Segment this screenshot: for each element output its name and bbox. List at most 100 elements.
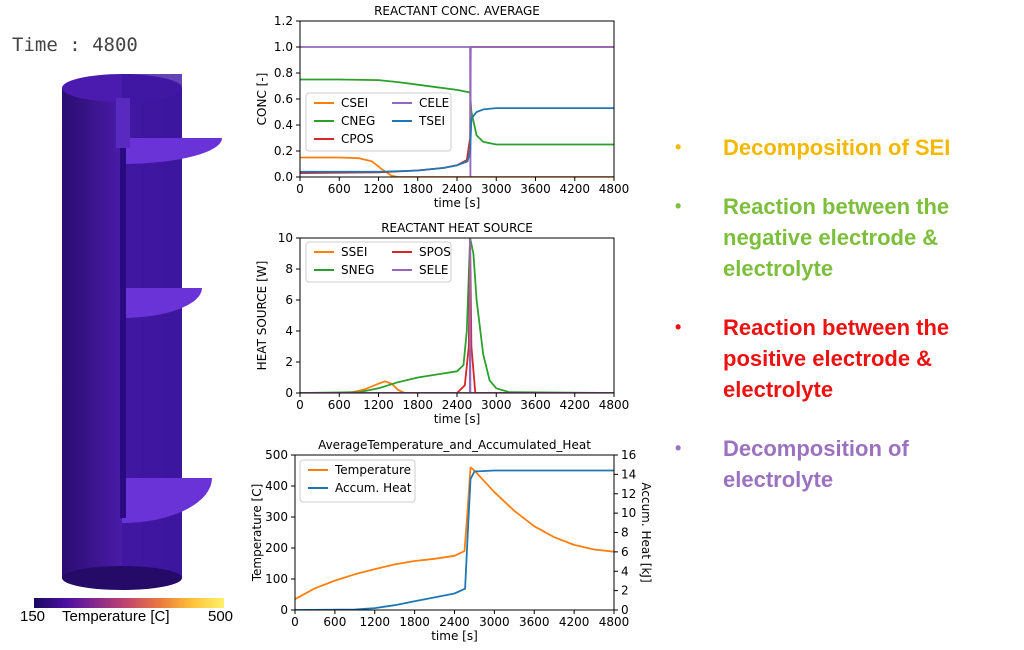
x-tick-label: 2400 <box>442 182 473 196</box>
x-tick-label: 4800 <box>599 615 630 629</box>
plot-frame <box>299 20 615 178</box>
legend-label: SSEI <box>341 245 367 259</box>
legend-label: CELE <box>419 96 449 110</box>
x-tick-label: 3000 <box>481 398 512 412</box>
series-line-accum-heat <box>295 469 614 610</box>
x-tick-label: 4200 <box>559 398 590 412</box>
y-right-tick-label: 6 <box>621 545 629 559</box>
x-tick-label: 1800 <box>399 615 430 629</box>
series-line-cele <box>300 46 614 177</box>
plot-frame <box>294 454 615 611</box>
x-tick-label: 4200 <box>559 615 590 629</box>
y-tick-label: 0.4 <box>274 118 293 132</box>
bullet-pos: • Reaction between the positive electrode… <box>675 312 1015 405</box>
series-line-sneg <box>300 238 614 393</box>
y-tick-label: 400 <box>265 479 288 493</box>
series-line-temperature <box>295 466 614 600</box>
x-tick-label: 1200 <box>363 182 394 196</box>
y-tick-label: 300 <box>265 510 288 524</box>
time-label: Time : 4800 <box>12 34 138 56</box>
y-tick-label: 0 <box>280 603 288 617</box>
y-tick-label: 0 <box>285 386 293 400</box>
y-tick-label: 10 <box>278 231 293 245</box>
y-tick-label: 8 <box>285 262 293 276</box>
series-line-cneg <box>300 78 614 146</box>
x-tick-label: 0 <box>291 615 299 629</box>
chart-title: REACTANT HEAT SOURCE <box>381 221 533 235</box>
conc-average-chart: REACTANT CONC. AVERAGE 0 600 1200 1800 2400 30… <box>255 4 629 210</box>
fin-middle <box>122 288 202 318</box>
colorbar-title: Temperature [C] <box>62 608 170 625</box>
y-tick-label: 0.0 <box>274 170 293 184</box>
legend-label: SPOS <box>419 245 451 259</box>
bullet-neg: • Reaction between the negative electrode… <box>675 191 1015 284</box>
y-tick-label: 1.2 <box>274 14 293 28</box>
y-tick-label: 6 <box>285 293 293 307</box>
y-right-tick-label: 8 <box>621 526 629 540</box>
bullet-list: • Decomposition of SEI • Reaction between … <box>675 132 1015 523</box>
colorbar: 150 Temperature [C] 500 <box>12 596 244 636</box>
legend-label: SELE <box>419 263 448 277</box>
series-line-tsei <box>300 107 614 173</box>
bullet-dot: • <box>675 438 682 458</box>
y-right-tick-label: 10 <box>621 506 636 520</box>
y-axis-label: CONC [-] <box>255 73 269 126</box>
temp-accum-chart: AverageTemperature_and_Accumulated_Heat 0… <box>250 438 653 643</box>
x-tick-label: 3000 <box>479 615 510 629</box>
x-axis-label: time [s] <box>434 412 481 426</box>
x-tick-label: 3600 <box>519 615 550 629</box>
heat-source-chart: REACTANT HEAT SOURCE 0 600 1200 1800 2400 3000… <box>255 221 629 426</box>
y-tick-label: 0.8 <box>274 66 293 80</box>
bullet-dot: • <box>675 196 682 216</box>
y-tick-label: 0.6 <box>274 92 293 106</box>
bullet-dot: • <box>675 137 682 157</box>
x-tick-label: 3600 <box>520 182 551 196</box>
y-right-axis-label: Accum. Heat [kJ] <box>639 482 653 582</box>
legend-label: Temperature <box>334 463 411 477</box>
x-tick-label: 2400 <box>442 398 473 412</box>
chart-title: REACTANT CONC. AVERAGE <box>374 4 540 18</box>
y-tick-label: 200 <box>265 541 288 555</box>
y-right-tick-label: 4 <box>621 564 629 578</box>
y-right-tick-label: 14 <box>621 467 636 481</box>
cut-face <box>122 74 182 578</box>
x-tick-label: 1200 <box>363 398 394 412</box>
legend-label: CPOS <box>341 132 374 146</box>
x-tick-label: 600 <box>328 182 351 196</box>
x-tick-label: 0 <box>296 182 304 196</box>
x-axis-label: time [s] <box>431 629 478 643</box>
series-line-ssei <box>300 380 614 393</box>
y-right-tick-label: 12 <box>621 487 636 501</box>
fin-top <box>122 138 222 164</box>
cylinder-temperature-render <box>62 74 222 590</box>
legend-label: Accum. Heat <box>335 481 412 495</box>
x-tick-label: 600 <box>328 398 351 412</box>
x-tick-label: 1200 <box>359 615 390 629</box>
fin-bottom <box>122 478 212 523</box>
cylinder-bottom <box>62 566 182 590</box>
x-tick-label: 2400 <box>439 615 470 629</box>
y-tick-label: 2 <box>285 355 293 369</box>
legend-label: CSEI <box>341 96 368 110</box>
center-rod <box>120 98 126 518</box>
x-tick-label: 4800 <box>599 398 630 412</box>
colorbar-min: 150 <box>20 608 46 625</box>
bullet-text: Decomposition of electrolyte <box>723 436 909 492</box>
y-tick-label: 100 <box>265 572 288 586</box>
colorbar-gradient <box>34 598 224 608</box>
legend-label: SNEG <box>341 263 374 277</box>
y-axis-label: HEAT SOURCE [W] <box>255 261 269 371</box>
x-tick-label: 3600 <box>520 398 551 412</box>
x-tick-label: 1800 <box>402 182 433 196</box>
legend-label: CNEG <box>341 114 375 128</box>
rod-top <box>116 98 130 148</box>
x-tick-label: 1800 <box>402 398 433 412</box>
x-tick-label: 600 <box>323 615 346 629</box>
series-line-csei <box>300 156 614 177</box>
legend-label: TSEI <box>418 114 445 128</box>
x-axis-label: time [s] <box>434 196 481 210</box>
chart-title: AverageTemperature_and_Accumulated_Heat <box>318 438 591 452</box>
x-tick-label: 4200 <box>559 182 590 196</box>
legend-box <box>299 459 416 503</box>
bullet-text: Reaction between the negative electrode … <box>723 194 950 281</box>
